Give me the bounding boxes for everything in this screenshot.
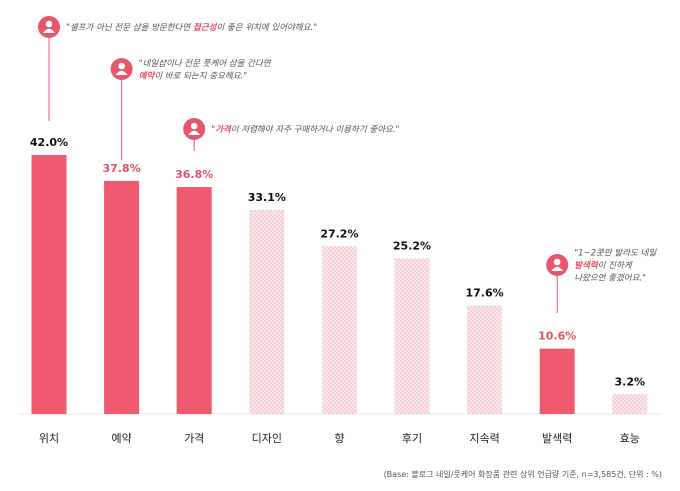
value-label-9: 3.2% xyxy=(615,375,646,388)
annotation-3-line-1: "가격이 저렴해야 자주 구매하거나 이용하기 좋아요." xyxy=(211,124,399,135)
annotation-4-line-1: "1~2콧만 발라도 네일 xyxy=(574,248,657,259)
value-label-1: 42.0% xyxy=(30,136,68,149)
person-pin-icon xyxy=(183,118,206,140)
bar-7 xyxy=(467,305,503,414)
value-label-6: 25.2% xyxy=(393,240,431,253)
bar-8 xyxy=(539,348,575,414)
category-label-9: 효능 xyxy=(620,432,640,445)
category-label-7: 지속력 xyxy=(469,432,499,445)
bars-group: 42.0% 위치 37.8% 예약 36.8% 가격 33.1% 디자인 27.2% 향 25.2%… xyxy=(30,136,648,445)
annotation-4-line-3: 나왔으면 좋겠어요." xyxy=(574,273,646,284)
category-label-8: 발색력 xyxy=(542,432,572,445)
annotation-1: "셀프가 아닌 전문 샵을 방문한다면 접근성이 좋은 위치에 있어야해요." xyxy=(38,16,317,121)
annotation-1-line-1: "셀프가 아닌 전문 샵을 방문한다면 접근성이 좋은 위치에 있어야해요." xyxy=(66,22,317,33)
value-label-4: 33.1% xyxy=(248,191,286,204)
bar-6 xyxy=(394,258,430,414)
person-pin-icon xyxy=(110,58,133,80)
annotations-group: "셀프가 아닌 전문 샵을 방문한다면 접근성이 좋은 위치에 있어야해요." "… xyxy=(38,16,657,313)
category-label-3: 가격 xyxy=(184,432,204,445)
value-label-7: 17.6% xyxy=(466,286,504,299)
annotation-2-line-1: "네일샵이나 전문 풋케어 샵을 간다면 xyxy=(139,58,272,69)
value-label-5: 27.2% xyxy=(320,227,358,240)
category-label-6: 후기 xyxy=(402,432,422,445)
bar-2 xyxy=(104,180,140,414)
value-label-2: 37.8% xyxy=(103,162,141,175)
category-label-1: 위치 xyxy=(39,432,59,445)
category-label-5: 향 xyxy=(334,432,344,445)
category-label-4: 디자인 xyxy=(252,432,282,445)
annotation-4-line-2: 발색력이 진하게 xyxy=(574,260,633,271)
footnote: (Base: 블로그 네일/풋케어 화장품 관련 상위 언급량 기준, n=3,… xyxy=(384,469,662,479)
person-pin-icon xyxy=(38,16,60,38)
bar-9 xyxy=(612,394,648,414)
annotation-2-line-2: 예약이 바로 되는지 중요해요." xyxy=(139,70,248,81)
bar-4 xyxy=(249,209,285,414)
bar-5 xyxy=(321,246,357,414)
person-pin-icon xyxy=(546,254,569,276)
value-label-3: 36.8% xyxy=(175,168,213,181)
annotation-3: "가격이 저렴해야 자주 구매하거나 이용하기 좋아요." xyxy=(183,118,400,151)
bar-3 xyxy=(176,187,212,414)
bar-1 xyxy=(31,155,67,414)
category-label-2: 예약 xyxy=(111,431,131,445)
value-label-8: 10.6% xyxy=(538,330,576,343)
